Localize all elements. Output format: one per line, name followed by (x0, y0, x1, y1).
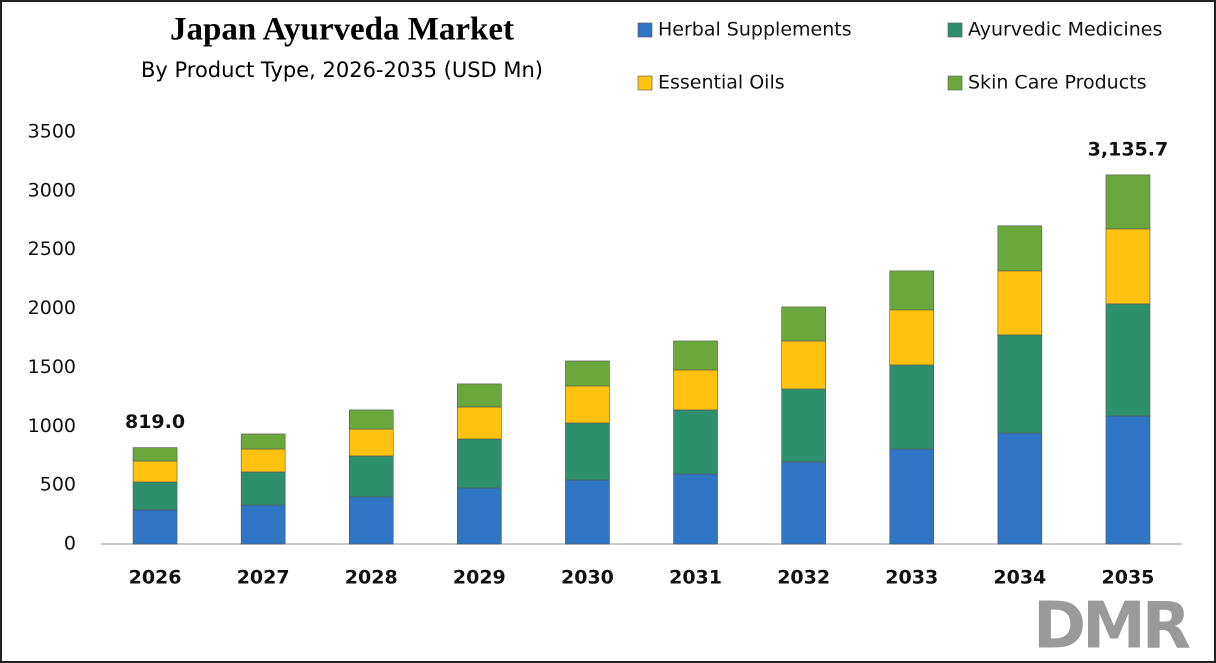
bar-segment (565, 479, 610, 545)
bar-segment (240, 433, 286, 450)
bar-segment (781, 461, 826, 545)
bar-segment (673, 409, 718, 475)
bar-segment (889, 448, 935, 545)
x-tick-label: 2028 (345, 567, 398, 589)
bar-segment (457, 487, 502, 545)
bar-segment (348, 409, 394, 430)
bar-segment (565, 422, 610, 481)
x-tick-label: 2035 (1102, 567, 1155, 589)
y-tick-label: 1500 (28, 356, 76, 378)
legend-label: Ayurvedic Medicines (968, 19, 1162, 41)
bar-segment (673, 340, 718, 371)
bar-segment (997, 270, 1043, 336)
bar-segment (457, 438, 502, 489)
bar-segment (240, 471, 286, 506)
bar-segment (673, 473, 718, 545)
bar-segment (240, 448, 286, 473)
total-label: 3,135.7 (1088, 138, 1169, 160)
y-tick-label: 1000 (28, 415, 76, 437)
x-tick-label: 2026 (129, 567, 182, 589)
legend-swatch (947, 75, 963, 91)
legend-swatch (947, 22, 963, 38)
bar-segment (889, 270, 935, 311)
x-tick-label: 2034 (993, 567, 1046, 589)
x-tick-label: 2031 (669, 567, 722, 589)
bar-segment (457, 383, 502, 408)
legend-label: Herbal Supplements (658, 19, 852, 41)
bar-segment (1105, 174, 1151, 230)
y-tick-label: 500 (40, 474, 76, 496)
chart-subtitle: By Product Type, 2026-2035 (USD Mn) (141, 58, 543, 82)
bar-segment (565, 385, 610, 424)
logo: DMR (1033, 590, 1190, 663)
x-tick-label: 2032 (777, 567, 830, 589)
y-tick-label: 2000 (28, 297, 76, 319)
legend-swatch (637, 75, 653, 91)
bar-segment (565, 360, 610, 387)
bar-segment (997, 225, 1043, 272)
bar-segment (348, 428, 394, 457)
bar-segment (1105, 228, 1151, 305)
bar-segment (781, 306, 826, 342)
bar-segment (889, 309, 935, 366)
bar-segment (1105, 415, 1151, 545)
bar-segment (132, 447, 178, 462)
x-tick-label: 2029 (453, 567, 506, 589)
bar-segment (673, 369, 718, 411)
y-tick-label: 2500 (28, 238, 76, 260)
legend-label: Essential Oils (658, 72, 785, 94)
x-tick-label: 2030 (561, 567, 614, 589)
bar-segment (348, 496, 394, 545)
chart-title: Japan Ayurveda Market (170, 12, 514, 48)
bar-segment (348, 455, 394, 498)
y-tick-label: 0 (64, 533, 76, 555)
bar-segment (457, 406, 502, 440)
legend-label: Skin Care Products (968, 72, 1147, 94)
bar-segment (132, 509, 178, 545)
bar-segment (889, 364, 935, 450)
bar-segment (240, 504, 286, 545)
x-tick-label: 2033 (885, 567, 938, 589)
bar-segment (781, 340, 826, 390)
total-label: 819.0 (125, 411, 185, 433)
y-tick-label: 3000 (28, 179, 76, 201)
y-tick-label: 3500 (28, 121, 76, 143)
bar-segment (132, 481, 178, 511)
bar-segment (781, 388, 826, 463)
bar-segment (132, 460, 178, 483)
bar-segment (997, 432, 1043, 545)
bar-segment (1105, 303, 1151, 417)
legend-swatch (637, 22, 653, 38)
bar-segment (997, 334, 1043, 434)
x-tick-label: 2027 (237, 567, 290, 589)
